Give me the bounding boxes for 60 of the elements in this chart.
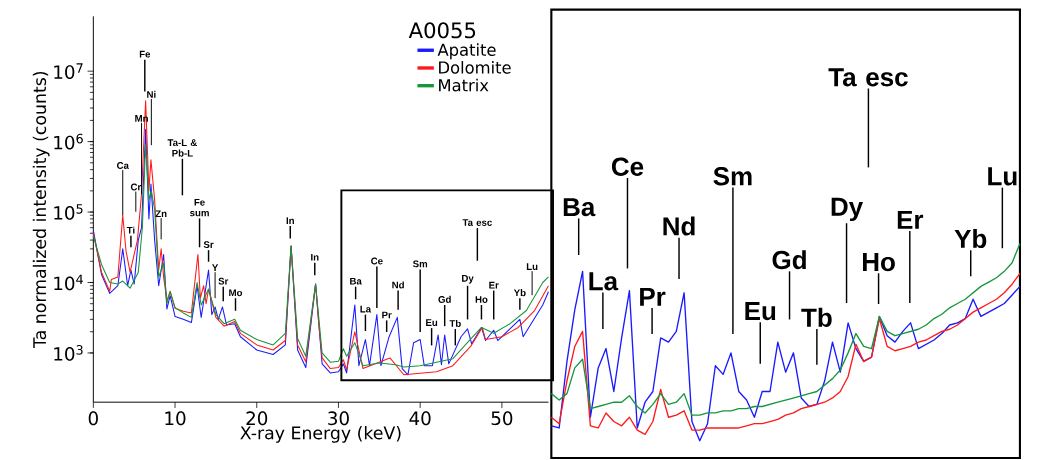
annotation: Ti	[126, 226, 135, 234]
annotation: Pr	[640, 287, 666, 306]
annotation: Ta esc	[462, 219, 492, 226]
x-tick-label: 0	[88, 411, 98, 426]
annotation: Yb	[954, 228, 987, 249]
x-axis-title: X-ray Energy (keV)	[240, 426, 401, 443]
annotation: Cr	[130, 183, 142, 191]
annotation: La	[360, 305, 372, 313]
annotation: Nd	[392, 281, 404, 289]
text: Ta esc	[828, 68, 908, 87]
annotation: Ba	[350, 277, 362, 285]
text: Er	[897, 210, 924, 229]
annotation: Gd	[772, 250, 806, 270]
annotation: In	[311, 253, 319, 261]
annotation: Eu	[745, 302, 776, 321]
annotation: Pr	[382, 311, 392, 319]
annotation: Y	[212, 264, 219, 272]
annotation: La	[589, 272, 619, 291]
legend-title: A0055	[408, 22, 476, 39]
y-tick-label: 10$^{5}$	[54, 204, 83, 220]
annotation: Fe sum	[190, 199, 209, 217]
text: Nd	[663, 216, 695, 236]
annotation: Ni	[147, 90, 156, 98]
annotation: Er	[489, 281, 499, 289]
y-tick-label: 10$^{3}$	[54, 345, 83, 361]
text: Ce	[611, 157, 644, 176]
annotation: In	[286, 217, 294, 225]
x-tick-label: 40	[409, 411, 431, 426]
annotation: Ta-L & Pb-L	[167, 139, 197, 157]
annotation: Fe	[139, 50, 151, 58]
x-tick-label: 30	[328, 411, 349, 426]
annotation: Sr	[218, 277, 229, 285]
annotation: Sm	[412, 260, 428, 268]
text: Lu	[988, 167, 1017, 186]
legend-label: Apatite	[437, 43, 496, 60]
annotation: Sr	[203, 241, 214, 249]
annotation: Gd	[438, 295, 451, 303]
annotation: Tb	[449, 319, 461, 327]
text: Sm	[713, 167, 752, 186]
annotation: Mo	[229, 289, 243, 297]
text: Dy	[831, 197, 864, 222]
y-tick-label: 10$^{4}$	[54, 274, 83, 291]
y-tick-label: 10$^{6}$	[54, 133, 83, 150]
annotation: Tb	[801, 307, 832, 327]
x-tick-label: 10	[165, 411, 186, 426]
y-tick-label: 10$^{7}$	[54, 63, 83, 79]
annotation: Eu	[426, 319, 438, 327]
text: Ba	[563, 198, 596, 217]
annotation: Ce	[371, 257, 383, 265]
legend-label: Dolomite	[439, 61, 511, 74]
annotation: Yb	[513, 289, 526, 297]
annotation: Ho	[862, 253, 895, 272]
x-tick-label: 20	[246, 411, 268, 426]
legend-label: Matrix	[439, 78, 489, 92]
annotation: Ca	[116, 162, 129, 169]
annotation: Lu	[526, 263, 538, 271]
x-tick-label: 50	[491, 411, 513, 426]
y-axis-title: Ta normalized intensity (counts)	[32, 71, 50, 349]
annotation: Dy	[462, 275, 474, 284]
annotation: Ho	[475, 296, 488, 303]
